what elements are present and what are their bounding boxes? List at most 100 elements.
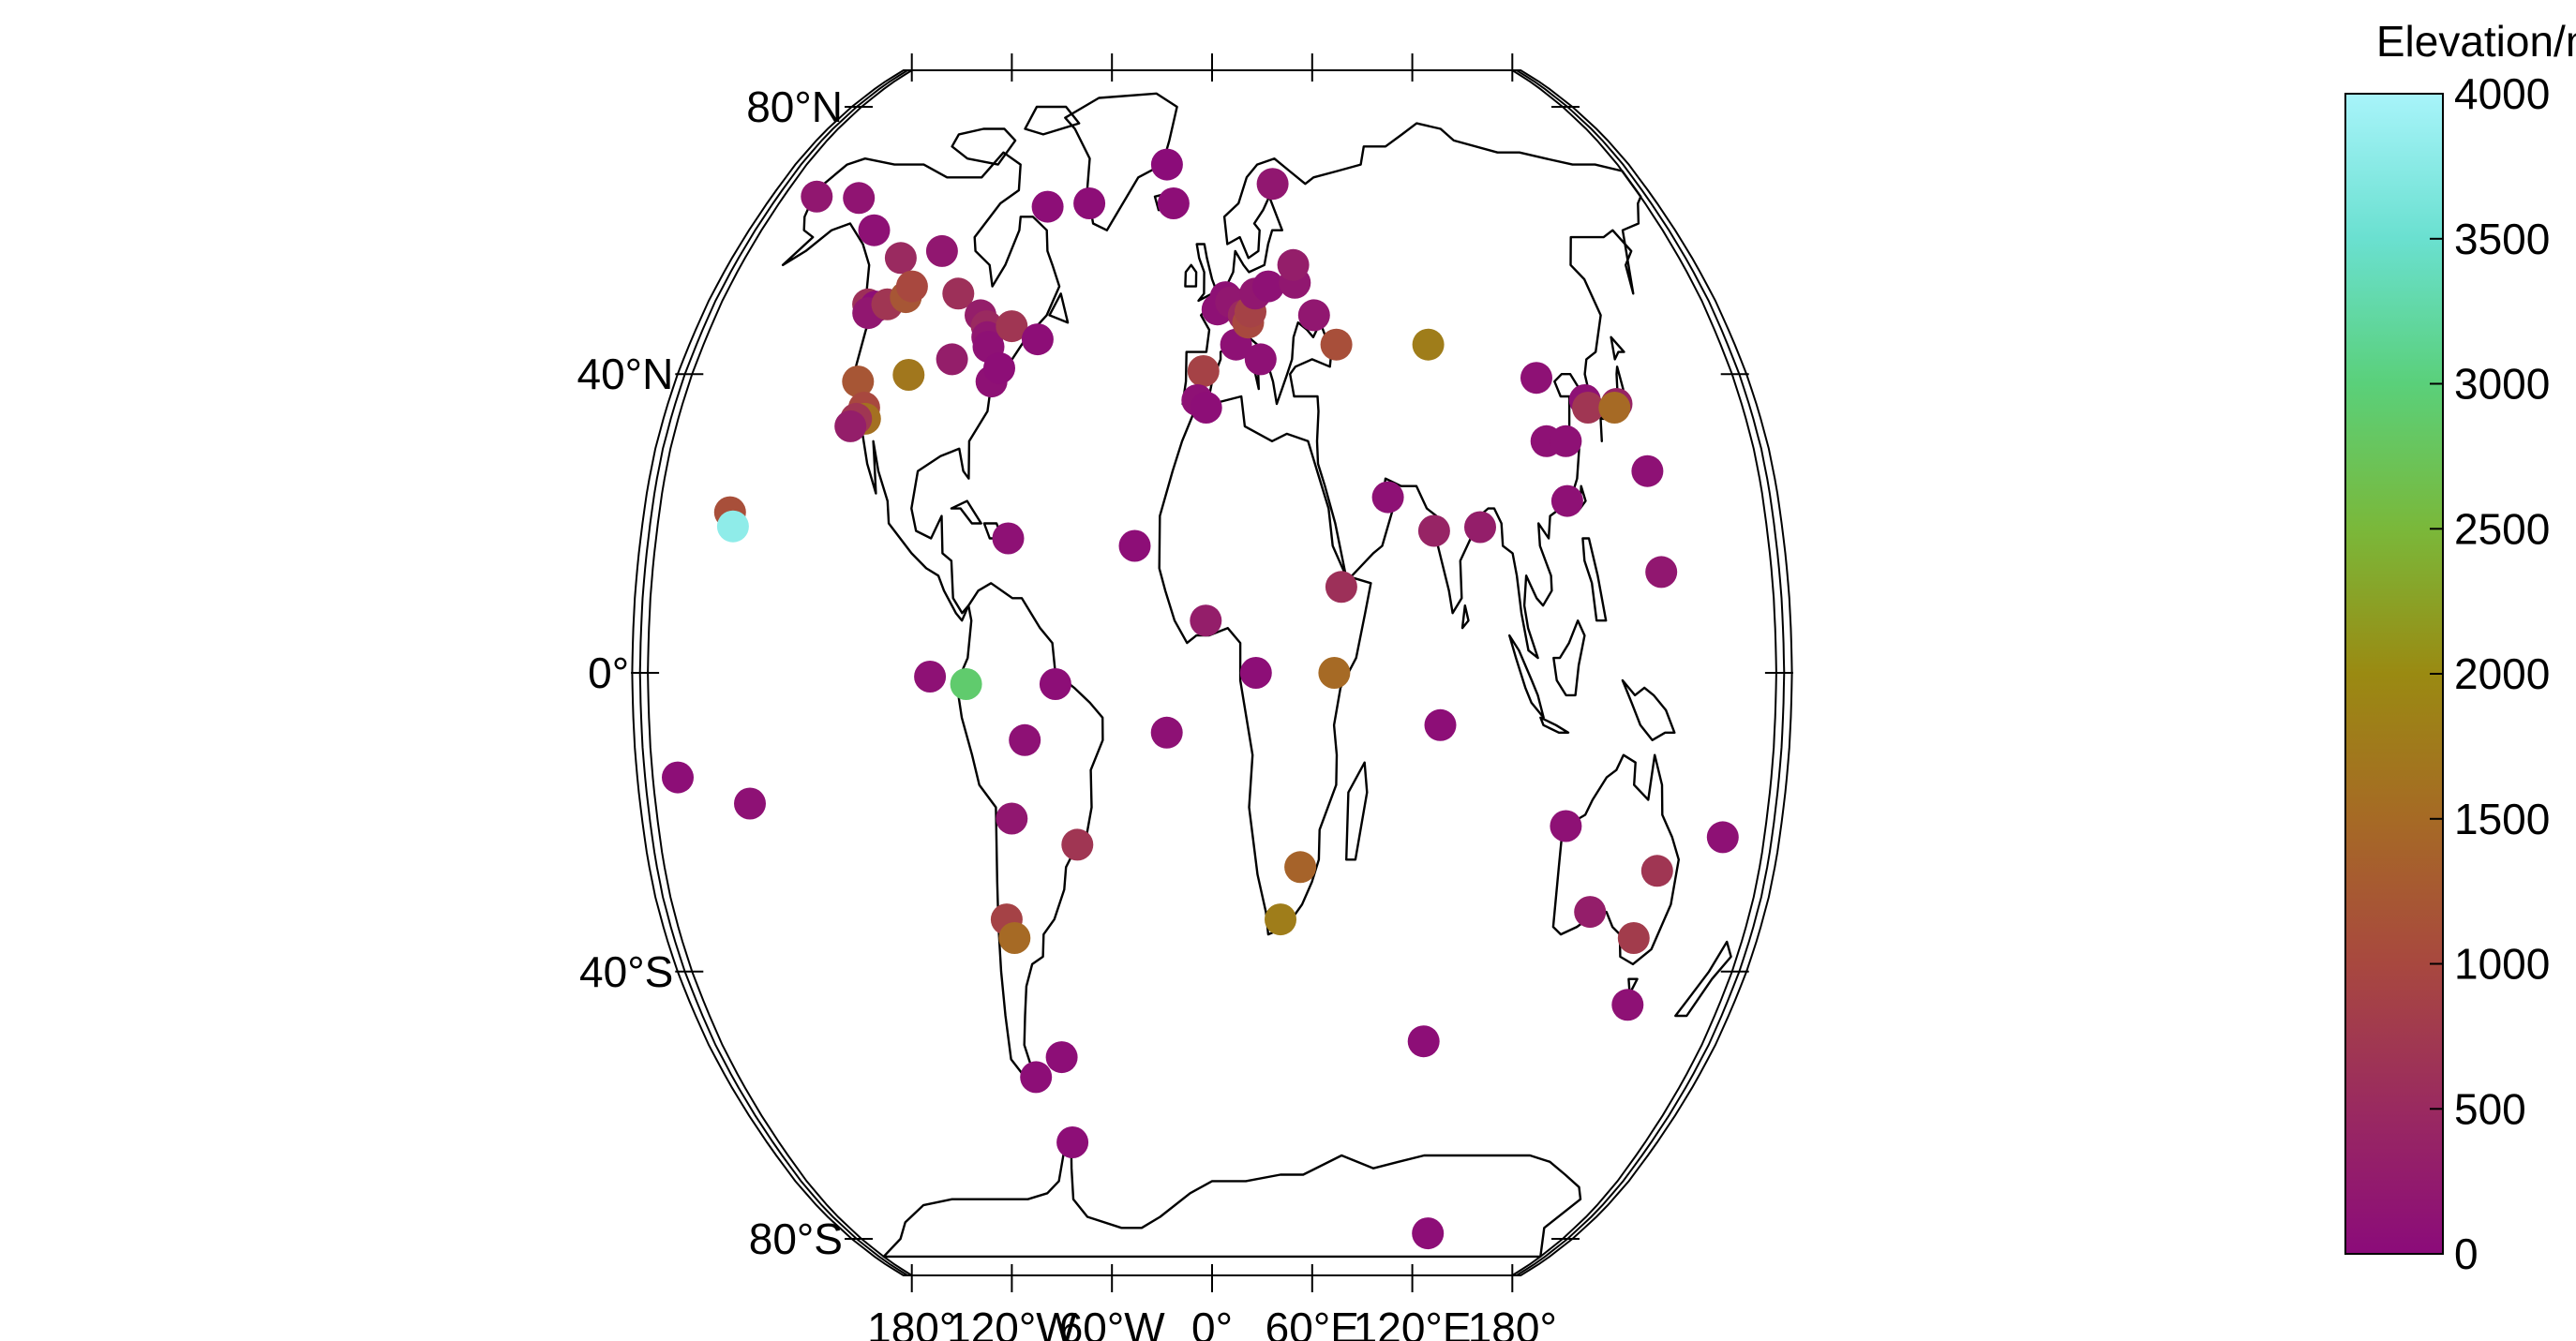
station-point xyxy=(1190,392,1222,424)
coastline xyxy=(957,582,1104,1075)
station-point xyxy=(895,270,928,303)
station-point xyxy=(996,310,1028,343)
colorbar-tick-label: 0 xyxy=(2454,1229,2479,1278)
station-point xyxy=(1045,1041,1078,1074)
colorbar-tick-label: 3500 xyxy=(2454,215,2550,263)
coastline xyxy=(1627,977,1639,995)
longitude-label: 180° xyxy=(867,1304,956,1341)
station-point xyxy=(1244,343,1277,376)
station-point xyxy=(1631,454,1664,487)
latitude-label: 0° xyxy=(588,648,629,697)
coastline xyxy=(1610,335,1625,361)
station-point xyxy=(1277,248,1310,281)
longitude-label: 0° xyxy=(1191,1304,1233,1341)
map-frame-line xyxy=(638,69,1786,1276)
station-point xyxy=(1407,1025,1440,1058)
coastline xyxy=(1184,263,1198,288)
colorbar-tick-label: 3000 xyxy=(2454,360,2550,409)
station-point xyxy=(734,787,766,820)
station-point xyxy=(936,343,968,376)
coastline xyxy=(1460,604,1470,630)
station-markers xyxy=(662,148,1739,1250)
station-point xyxy=(1574,896,1607,929)
station-point xyxy=(1150,148,1183,181)
longitude-label: 120°E xyxy=(1354,1304,1472,1341)
colorbar-tick-label: 500 xyxy=(2454,1084,2526,1133)
station-point xyxy=(1617,922,1650,954)
station-point xyxy=(801,180,833,213)
station-point xyxy=(1464,511,1496,544)
coastline xyxy=(1048,292,1070,324)
station-point xyxy=(1021,323,1054,356)
coastline xyxy=(1064,92,1178,231)
colorbar-tick-label: 2500 xyxy=(2454,504,2550,553)
station-point xyxy=(1325,571,1357,603)
coastline xyxy=(1181,122,1642,660)
coastline xyxy=(1024,105,1081,136)
station-point xyxy=(892,359,925,391)
colorbar-ramp xyxy=(2344,93,2444,1255)
station-point xyxy=(843,182,876,215)
map-frame-line xyxy=(647,69,1777,1276)
coastline xyxy=(1345,761,1369,861)
station-point xyxy=(983,351,1015,384)
coastline xyxy=(950,499,982,525)
station-point xyxy=(1118,529,1151,562)
station-point xyxy=(1150,716,1183,749)
station-point xyxy=(1284,851,1317,884)
station-point xyxy=(1265,903,1296,936)
station-point xyxy=(942,277,975,310)
station-point xyxy=(842,365,875,398)
coastline xyxy=(1539,716,1570,734)
station-point xyxy=(1417,514,1450,547)
coastline xyxy=(781,151,1061,622)
colorbar-tick-label: 4000 xyxy=(2454,69,2550,118)
station-point xyxy=(716,510,749,543)
coastline xyxy=(1581,537,1608,622)
station-point xyxy=(1412,328,1445,361)
station-point xyxy=(1611,989,1644,1021)
station-point xyxy=(1550,484,1583,517)
station-point xyxy=(1520,362,1552,395)
station-point xyxy=(1640,855,1673,887)
coastline xyxy=(951,127,1017,166)
station-point xyxy=(1256,168,1289,201)
station-point xyxy=(925,234,958,267)
latitude-label: 40°N xyxy=(577,350,674,398)
station-point xyxy=(1371,481,1404,514)
station-point xyxy=(1645,556,1678,589)
map-frame-line xyxy=(631,69,1793,1276)
station-point xyxy=(1190,604,1222,637)
coastline xyxy=(1552,619,1586,697)
longitude-label: 60°E xyxy=(1266,1304,1359,1341)
station-point xyxy=(1252,270,1284,303)
station-point xyxy=(992,522,1025,555)
station-point xyxy=(1598,392,1631,424)
station-point xyxy=(1187,355,1220,387)
station-point xyxy=(998,922,1031,954)
station-point xyxy=(1039,668,1071,700)
station-point xyxy=(914,661,947,693)
station-point xyxy=(1297,299,1330,332)
coastline xyxy=(1508,633,1545,719)
latitude-label: 80°S xyxy=(749,1214,843,1263)
station-point xyxy=(1424,708,1457,741)
station-point xyxy=(1157,187,1190,219)
station-point xyxy=(1706,821,1739,854)
latitude-label: 40°S xyxy=(579,947,673,996)
colorbar-tick-label: 2000 xyxy=(2454,649,2550,698)
station-point xyxy=(1073,187,1106,219)
colorbar-title: Elevation/m xyxy=(2376,17,2576,66)
station-point xyxy=(1239,657,1272,689)
longitude-label: 180° xyxy=(1468,1304,1557,1341)
station-point xyxy=(1318,657,1351,689)
station-point xyxy=(1572,392,1604,424)
station-point xyxy=(1031,190,1064,223)
colorbar: Elevation/m 0 500 1000 1500 2000 2500 3000 3500… xyxy=(2344,17,2576,1278)
station-point xyxy=(950,668,982,700)
longitude-label: 120°W xyxy=(947,1304,1077,1341)
coastline xyxy=(1621,678,1676,741)
station-point xyxy=(1020,1061,1053,1094)
station-point xyxy=(884,242,917,275)
station-point xyxy=(1320,328,1353,361)
